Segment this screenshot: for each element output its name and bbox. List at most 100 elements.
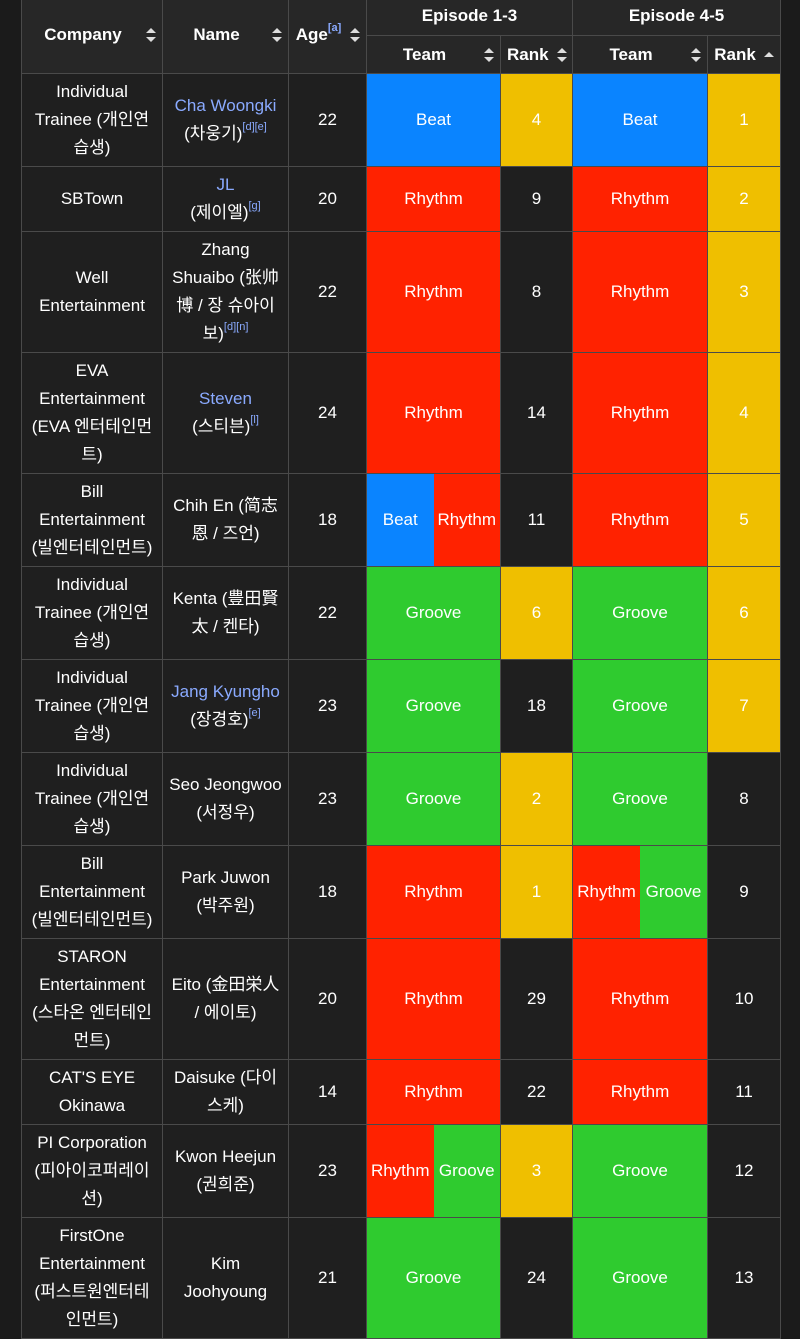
team-segment: Beat [367,474,434,566]
age-cell: 20 [288,166,367,232]
ep45-team-cell: Rhythm [572,1059,709,1125]
ep45-team-cell: Beat [572,73,709,167]
header-ep45-team[interactable]: Team [572,35,709,74]
name-cell: Daisuke (다이스케) [162,1059,289,1125]
ep13-rank-cell: 9 [499,166,574,232]
name-cell: Kwon Heejun (권희준) [162,1124,289,1218]
sort-icon[interactable] [556,47,568,62]
ep45-team-cell: Rhythm [572,938,709,1060]
company-cell: Individual Trainee (개인연습생) [21,659,163,753]
name-cell: Kim Joohyoung [162,1217,289,1339]
header-episode-4-5: Episode 4-5 [572,0,782,36]
company-cell: Individual Trainee (개인연습생) [21,752,163,846]
contestant-name-link[interactable]: Jang Kyungho [171,682,280,701]
ep45-rank-cell: 6 [707,566,782,660]
ep13-rank-cell: 18 [499,659,574,753]
header-name-label: Name [193,24,240,44]
ep13-team-cell: Groove [366,659,501,753]
ep13-team-cell: Rhythm [366,231,501,353]
company-cell: SBTown [21,166,163,232]
header-ep45-rank[interactable]: Rank [707,35,782,74]
ep45-team-cell: Rhythm [572,231,709,353]
ep45-team-cell: Groove [572,659,709,753]
contestant-name: Kenta (豊田賢太 / 켄타) [172,589,279,636]
ep45-rank-cell: 1 [707,73,782,167]
ep45-rank-cell: 13 [707,1217,782,1339]
header-age[interactable]: Age[a] [288,0,367,74]
contestant-name-link[interactable]: Steven [199,389,252,408]
company-cell: STARON Entertainment (스타온 엔터테인먼트) [21,938,163,1060]
ep45-rank-cell: 2 [707,166,782,232]
ep45-rank-cell: 10 [707,938,782,1060]
ep45-rank-cell: 7 [707,659,782,753]
table-row: Individual Trainee (개인연습생) Kenta (豊田賢太 / … [21,566,782,660]
header-ep13-team[interactable]: Team [366,35,501,74]
sort-icon[interactable] [350,27,360,42]
ep45-team-cell: Rhythm [572,352,709,474]
contestant-name: Daisuke (다이스케) [173,1068,278,1115]
name-cell: Chih En (简志恩 / 즈언) [162,473,289,567]
table-row: Well Entertainment Zhang Shuaibo (张帅博 / 장… [21,231,782,353]
ep45-team-cell: Groove [572,566,709,660]
sort-icon[interactable] [691,47,702,62]
team-segment: Rhythm [433,474,500,566]
table-row: SBTown JL (제이엘)[g] 20 Rhythm 9 Rhythm 2 [21,166,782,232]
header-name[interactable]: Name [162,0,289,74]
footnote-link[interactable]: [g] [248,200,261,213]
footnote-link[interactable]: [d][e] [242,121,267,134]
sort-ascending-icon[interactable] [764,48,775,62]
contestant-name-link[interactable]: Cha Woongki [174,96,277,115]
company-cell: PI Corporation (피아이코퍼레이션) [21,1124,163,1218]
contestant-name: Seo Jeongwoo (서정우) [169,775,282,822]
header-age-label: Age [295,24,328,44]
footnote-link[interactable]: [e] [248,707,261,720]
ep13-team-cell: Rhythm [366,938,501,1060]
header-company[interactable]: Company [21,0,163,74]
ep45-team-cell: Rhythm [572,473,709,567]
table-row: Individual Trainee (개인연습생) Seo Jeongwoo (… [21,752,782,846]
table-row: STARON Entertainment (스타온 엔터테인먼트) Eito (金… [21,938,782,1060]
company-cell: Individual Trainee (개인연습생) [21,73,163,167]
header-team-label: Team [402,44,447,64]
age-cell: 18 [288,473,367,567]
company-cell: CAT'S EYE Okinawa [21,1059,163,1125]
company-cell: Well Entertainment [21,231,163,353]
ep13-rank-cell: 6 [499,566,574,660]
name-cell: JL (제이엘)[g] [162,166,289,232]
sort-icon[interactable] [272,27,282,42]
table-row: FirstOne Entertainment (퍼스트원엔터테인먼트) Kim J… [21,1217,782,1339]
ep13-rank-cell: 29 [499,938,574,1060]
ep45-rank-cell: 8 [707,752,782,846]
ep13-rank-cell: 3 [499,1124,574,1218]
ep45-team-cell: Rhythm [572,166,709,232]
contestant-name: Kim Joohyoung [183,1254,268,1301]
header-ep13-rank[interactable]: Rank [499,35,574,74]
contestant-native-name: (차웅기) [184,124,243,143]
company-cell: Bill Entertainment (빌엔터테인먼트) [21,473,163,567]
ep45-team-cell: Groove [572,752,709,846]
ep13-team-cell: Rhythm Groove [366,1124,501,1218]
team-segment: Rhythm [573,846,641,938]
ep45-rank-cell: 4 [707,352,782,474]
ep13-rank-cell: 1 [499,845,574,939]
company-cell: EVA Entertainment (EVA 엔터테인먼트) [21,352,163,474]
footnote-link[interactable]: [l] [250,414,259,427]
ep45-rank-cell: 3 [707,231,782,353]
contestant-name-link[interactable]: JL [216,175,235,194]
sort-icon[interactable] [484,47,494,62]
header-rank-label: Rank [507,44,549,64]
table-row: Individual Trainee (개인연습생) Cha Woongki (차웅… [21,73,782,167]
age-footnote-link[interactable]: [a] [327,21,342,34]
team-segment: Groove [640,846,708,938]
ep13-rank-cell: 22 [499,1059,574,1125]
ep13-team-cell: Rhythm [366,845,501,939]
name-cell: Zhang Shuaibo (张帅博 / 장 슈아이 보)[d][n] [162,231,289,353]
contestant-name: Zhang Shuaibo (张帅博 / 장 슈아이 보) [172,240,279,343]
name-cell: Seo Jeongwoo (서정우) [162,752,289,846]
age-cell: 14 [288,1059,367,1125]
footnote-link[interactable]: [d][n] [223,321,249,334]
ep13-team-cell: Groove [366,752,501,846]
name-cell: Kenta (豊田賢太 / 켄타) [162,566,289,660]
sort-icon[interactable] [146,27,156,42]
table-row: CAT'S EYE Okinawa Daisuke (다이스케) 14 Rhythm 2… [21,1059,782,1125]
